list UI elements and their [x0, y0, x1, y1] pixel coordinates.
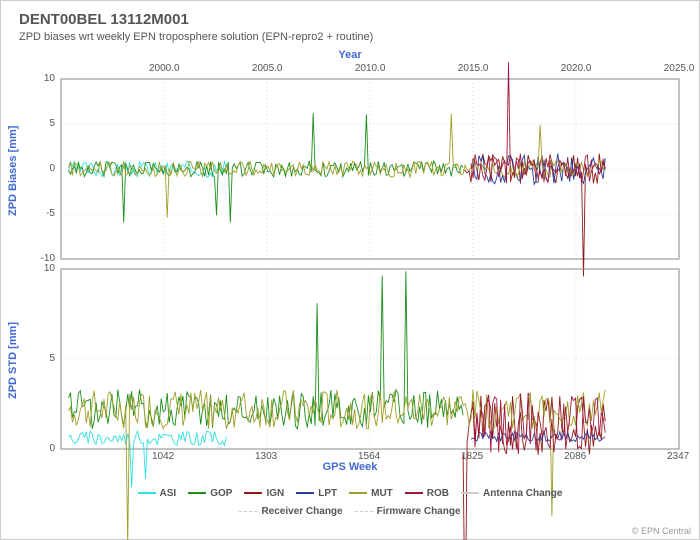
top-axis-label: Year	[338, 49, 361, 61]
legend-item-firmware-change: Firmware Change	[355, 503, 461, 521]
y2-tick: 5	[49, 353, 55, 364]
legend: ASI GOP IGN LPT MUT ROB Antenna Change Receiver…	[1, 485, 699, 521]
y2-tick: 10	[44, 263, 55, 274]
y1-tick: 0	[49, 163, 55, 174]
legend-item-mut: MUT	[349, 485, 393, 503]
top-tick: 2005.0	[252, 63, 283, 74]
footer-credit: © EPN Central	[632, 526, 691, 536]
legend-item-antenna: Antenna Change	[461, 485, 562, 503]
plot-panel-2	[61, 269, 679, 449]
y2-tick: 0	[49, 443, 55, 454]
top-tick: 2020.0	[561, 63, 592, 74]
top-tick: 2015.0	[458, 63, 489, 74]
chart-title: DENT00BEL 13112M001	[19, 11, 189, 28]
bottom-tick: 1825	[461, 451, 483, 462]
legend-item-asi: ASI	[138, 485, 177, 503]
plot-panel-1	[61, 79, 679, 259]
bottom-axis-label: GPS Week	[323, 461, 378, 473]
legend-item-rob: ROB	[405, 485, 449, 503]
top-tick: 2000.0	[149, 63, 180, 74]
bottom-tick: 2086	[564, 451, 586, 462]
chart-container: DENT00BEL 13112M001 ZPD biases wrt weekl…	[0, 0, 700, 540]
legend-item-gop: GOP	[188, 485, 232, 503]
y1-tick: -5	[46, 208, 55, 219]
bottom-tick: 2347	[667, 451, 689, 462]
y1-axis-label: ZPD Biases [mm]	[7, 111, 19, 231]
top-tick: 2025.0	[664, 63, 695, 74]
bottom-tick: 1303	[255, 451, 277, 462]
bottom-tick: 1042	[152, 451, 174, 462]
chart-subtitle: ZPD biases wrt weekly EPN troposphere so…	[19, 31, 373, 43]
y1-tick: 10	[44, 73, 55, 84]
y2-axis-label: ZPD STD [mm]	[7, 301, 19, 421]
legend-item-ign: IGN	[244, 485, 284, 503]
legend-item-lpt: LPT	[296, 485, 337, 503]
legend-item-receiver-change: Receiver Change	[239, 503, 342, 521]
top-tick: 2010.0	[355, 63, 386, 74]
y1-tick: 5	[49, 118, 55, 129]
